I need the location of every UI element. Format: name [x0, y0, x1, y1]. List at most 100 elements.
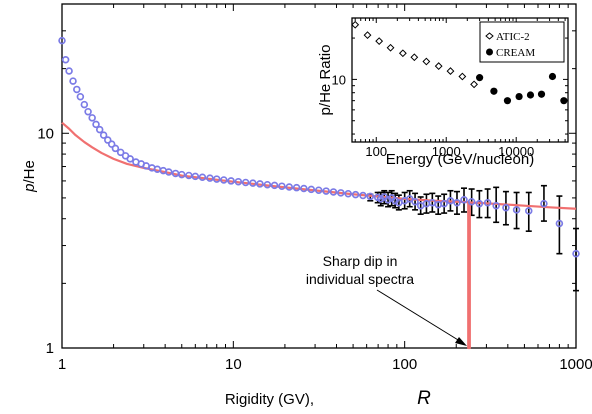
data-point	[366, 192, 375, 201]
inset-points	[351, 20, 568, 105]
data-point	[212, 175, 221, 183]
data-point	[322, 187, 330, 195]
data-point	[453, 198, 461, 207]
data-point	[512, 206, 521, 214]
data-point	[263, 180, 272, 189]
data-point	[502, 203, 510, 212]
data-point	[307, 185, 316, 194]
data-point	[405, 195, 414, 203]
inset-point-cream	[560, 97, 568, 105]
data-point	[227, 177, 235, 185]
inset-point-atic-2	[458, 72, 467, 81]
data-point	[384, 196, 392, 204]
inset-point-atic-2	[398, 49, 407, 58]
data-point	[116, 148, 125, 157]
data-point	[278, 182, 286, 190]
legend-marker-cream	[486, 48, 493, 56]
main-y-axis-title: p/He	[21, 160, 38, 193]
main-points	[58, 36, 580, 258]
data-point	[483, 198, 492, 207]
data-point	[351, 190, 360, 199]
inset-point-atic-2	[446, 67, 455, 75]
data-point	[61, 56, 70, 64]
inset-point-cream	[490, 87, 498, 95]
main-plot: 1 10 100 1000 1 10 p/He Rigidity (GV), R Shar…	[21, 3, 592, 409]
data-point	[88, 114, 96, 122]
inset-point-atic-2	[351, 20, 360, 29]
data-point	[555, 219, 564, 228]
legend-label-atic-2: ATIC-2	[496, 31, 530, 43]
main-y-tick-label: 1	[46, 340, 54, 357]
data-point	[270, 181, 279, 190]
data-point	[104, 136, 112, 144]
data-point	[440, 199, 448, 208]
inset-point-atic-2	[363, 31, 372, 40]
inset-legend: ATIC-2 CREAM	[479, 21, 565, 63]
main-y-tick-label: 10	[37, 125, 54, 142]
inset-y-tick-label: 10	[332, 72, 346, 87]
inset-x-tick-label: 100	[365, 144, 387, 159]
data-point	[475, 199, 484, 208]
data-point	[540, 199, 548, 208]
inset-point-atic-2	[386, 43, 395, 52]
data-point	[285, 183, 293, 191]
data-point	[241, 178, 250, 187]
data-point	[58, 36, 66, 45]
data-point	[126, 155, 134, 163]
inset-point-cream	[476, 74, 484, 82]
inset-plot-frame	[351, 17, 569, 143]
inset-point-atic-2	[422, 57, 431, 66]
data-point	[572, 249, 580, 258]
main-fit-line-group	[61, 121, 577, 350]
inset-y-axis-title: p/He Ratio	[317, 45, 334, 116]
data-point	[95, 125, 104, 134]
main-x-tick-label: 10	[225, 356, 242, 373]
data-point	[467, 197, 476, 206]
data-point	[359, 191, 367, 200]
data-point	[329, 188, 338, 196]
data-point	[206, 174, 214, 182]
data-point	[220, 176, 228, 184]
data-point	[391, 197, 399, 205]
inset-plot: 100 1000 10000 10 p/He Ratio Energy (GeV/nu…	[317, 17, 569, 168]
data-point	[76, 92, 85, 101]
data-point	[249, 179, 257, 187]
fit-line	[61, 121, 577, 350]
data-point	[111, 144, 120, 153]
data-point	[84, 107, 92, 116]
data-point	[492, 201, 500, 210]
inset-x-axis-title: Energy (GeV/nucleon)	[386, 151, 534, 168]
inset-x-tick-label: 1000	[432, 144, 461, 159]
main-ticks: 1 10 100 1000 1 10	[37, 3, 592, 373]
data-point	[234, 177, 243, 186]
inset-point-cream	[537, 90, 546, 98]
main-x-axis-title: Rigidity (GV),	[225, 391, 314, 408]
legend-marker-atic-2	[485, 32, 494, 40]
inset-x-tick-label: 10000	[498, 144, 534, 159]
data-point	[411, 197, 419, 206]
legend-label-cream: CREAM	[496, 47, 535, 59]
annotation-arrowhead	[455, 337, 467, 346]
inset-point-atic-2	[470, 80, 478, 89]
inset-point-atic-2	[375, 37, 384, 46]
main-y-axis-title-rest: /He	[21, 160, 38, 183]
inset-point-cream	[503, 97, 512, 105]
main-x-tick-label: 1	[58, 356, 66, 373]
data-point	[292, 183, 301, 192]
data-point	[99, 131, 108, 139]
annotation-line-1: Sharp dip in	[323, 253, 398, 269]
legend-box	[479, 21, 565, 63]
inset-point-cream	[548, 72, 557, 81]
data-point	[73, 85, 81, 94]
inset-point-cream	[515, 92, 523, 101]
annotation-line-2: individual spectra	[306, 271, 414, 287]
data-point	[92, 120, 100, 129]
data-point	[178, 170, 186, 179]
data-point	[80, 100, 89, 109]
inset-point-atic-2	[410, 53, 419, 62]
main-y-axis-title-p: p	[21, 184, 38, 193]
main-x-tick-label: 1000	[559, 356, 592, 373]
main-plot-frame	[61, 3, 577, 349]
data-point	[256, 180, 264, 188]
